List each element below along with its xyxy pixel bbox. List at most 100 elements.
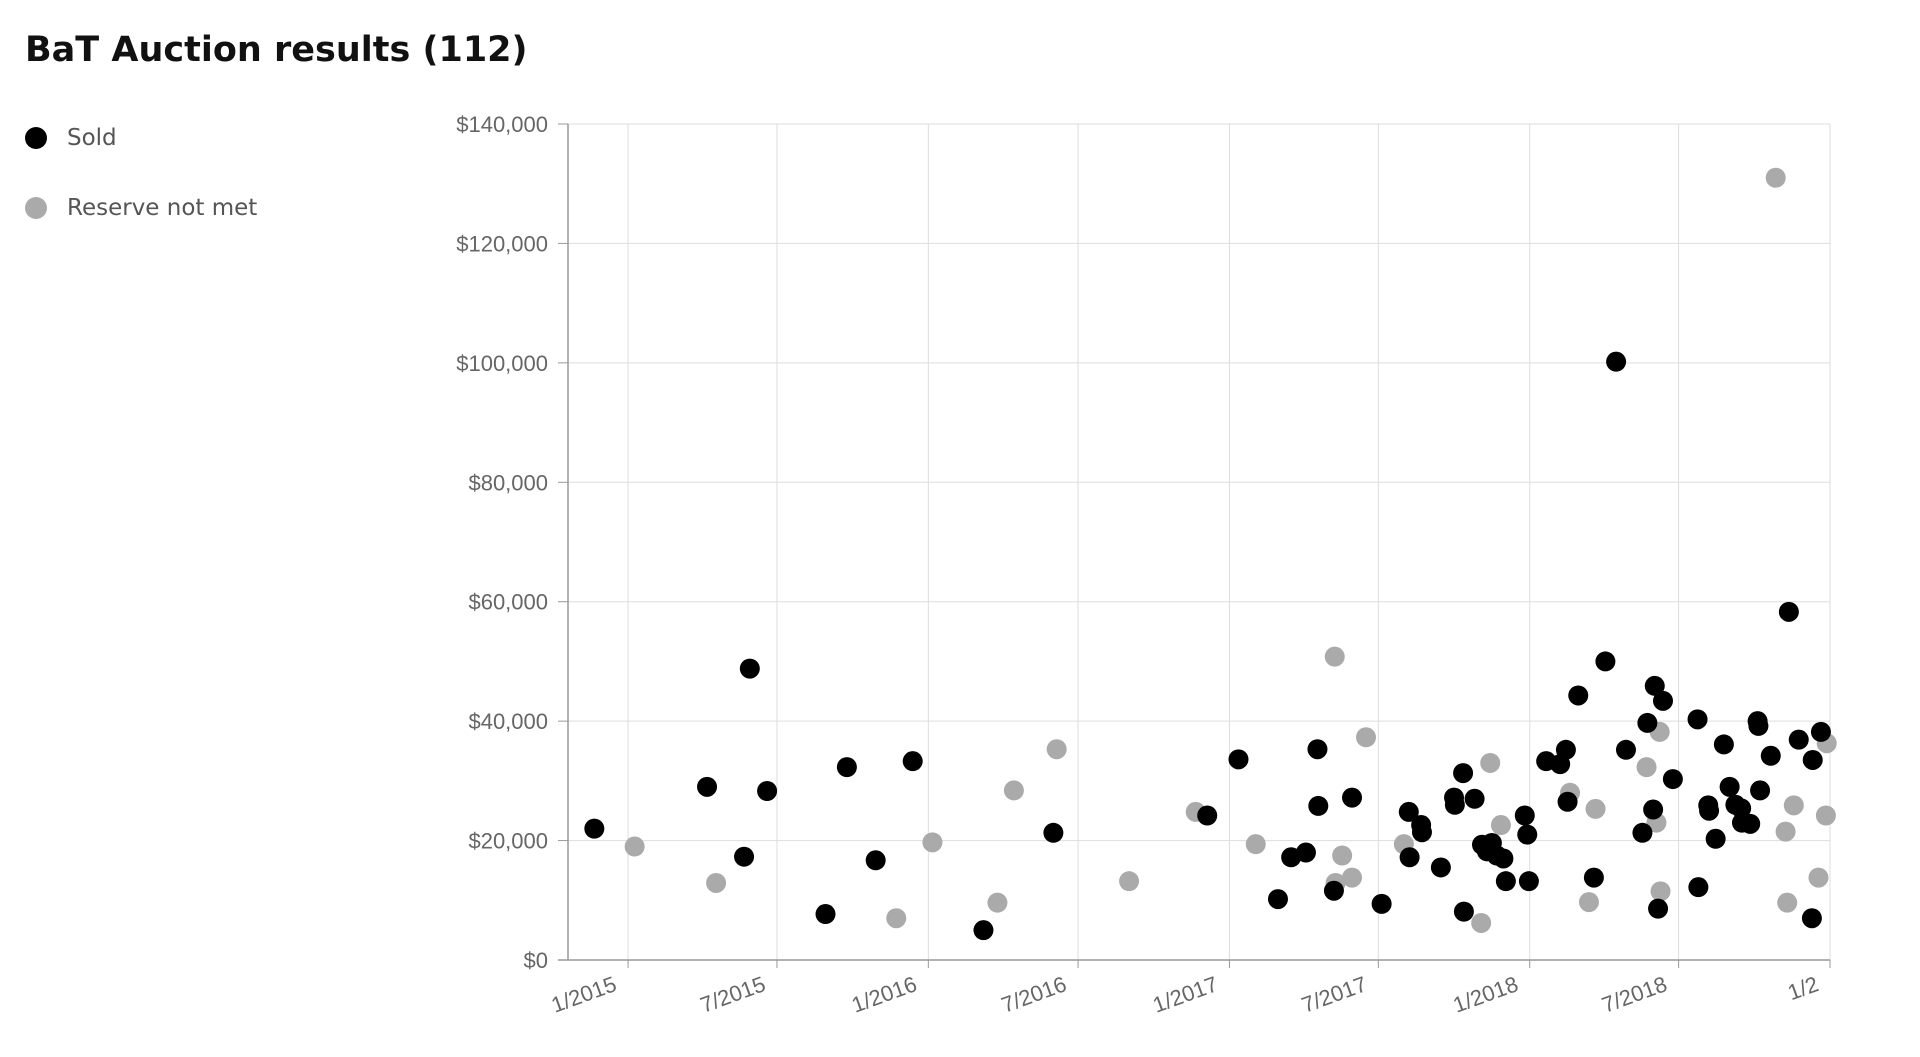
reserve-not-met-point: [1046, 739, 1067, 760]
sold-point: [739, 658, 760, 679]
sold-point: [1583, 867, 1604, 888]
sold-point: [1699, 800, 1720, 821]
reserve-not-met-point: [1324, 646, 1345, 667]
sold-point: [1307, 739, 1328, 760]
sold-point: [1371, 893, 1392, 914]
sold-point: [1308, 795, 1329, 816]
sold-point: [1557, 791, 1578, 812]
reserve-not-met-swatch-icon: [25, 197, 47, 219]
sold-point: [1801, 908, 1822, 929]
x-tick-label: 1/2016: [848, 971, 920, 1018]
sold-point: [1606, 351, 1627, 372]
sold-point: [1632, 822, 1653, 843]
sold-point: [1514, 805, 1535, 826]
sold-point: [1731, 798, 1752, 819]
sold-point: [1662, 769, 1683, 790]
legend-item-sold[interactable]: Sold: [25, 118, 257, 158]
sold-point: [815, 904, 836, 925]
sold-point: [1517, 824, 1538, 845]
sold-point: [1644, 675, 1665, 696]
sold-point: [1493, 848, 1514, 869]
sold-point: [1568, 685, 1589, 706]
y-tick-label: $40,000: [468, 709, 548, 734]
legend-label-reserve-not-met: Reserve not met: [67, 195, 258, 221]
sold-point: [1643, 799, 1664, 820]
sold-point: [1713, 734, 1734, 755]
reserve-not-met-point: [1003, 780, 1024, 801]
reserve-not-met-point: [1636, 757, 1657, 778]
reserve-not-met-point: [1245, 834, 1266, 855]
sold-point: [1748, 715, 1769, 736]
y-tick-label: $0: [524, 948, 548, 973]
y-tick-label: $140,000: [456, 112, 548, 137]
reserve-not-met-point: [886, 908, 907, 929]
y-axis-tick-labels: $0 $20,000 $40,000 $60,000 $80,000 $100,000 $1…: [456, 112, 548, 973]
sold-point: [836, 757, 857, 778]
sold-point: [1802, 749, 1823, 770]
sold-swatch-icon: [25, 127, 47, 149]
sold-point: [1555, 739, 1576, 760]
reserve-not-met-point: [1585, 798, 1606, 819]
sold-point: [1430, 857, 1451, 878]
reserve-not-met-point: [1342, 867, 1363, 888]
sold-point: [1740, 813, 1761, 834]
sold-point: [1444, 794, 1465, 815]
sold-point: [1197, 805, 1218, 826]
reserve-not-met-point: [706, 872, 727, 893]
reserve-not-met-point: [1783, 795, 1804, 816]
sold-point: [1323, 880, 1344, 901]
sold-point: [1615, 739, 1636, 760]
reserve-not-met-point: [1119, 871, 1140, 892]
sold-point: [1778, 601, 1799, 622]
reserve-not-met-point: [1775, 821, 1796, 842]
y-tick-label: $80,000: [468, 470, 548, 495]
x-tick-label: 1/2: [1784, 971, 1821, 1005]
reserve-not-met-point: [1578, 892, 1599, 913]
chart-legend: Sold Reserve not met: [25, 118, 257, 258]
reserve-not-met-point: [1650, 881, 1671, 902]
sold-point: [973, 920, 994, 941]
reserve-not-met-point: [624, 836, 645, 857]
sold-point: [1267, 889, 1288, 910]
y-tick-label: $20,000: [468, 829, 548, 854]
legend-item-reserve-not-met[interactable]: Reserve not met: [25, 188, 257, 228]
x-tick-label: 7/2018: [1599, 971, 1671, 1018]
axes: [558, 123, 1831, 968]
reserve-not-met-point: [1808, 867, 1829, 888]
sold-point: [1648, 898, 1669, 919]
sold-point: [1399, 847, 1420, 868]
sold-point: [1398, 801, 1419, 822]
sold-point: [1495, 871, 1516, 892]
x-axis-tick-labels: 1/2015 7/2015 1/2016 7/2016 1/2017 7/2017 1/20…: [548, 971, 1822, 1018]
reserve-not-met-point: [1815, 805, 1836, 826]
reserve-not-met-point: [1356, 727, 1377, 748]
reserve-not-met-point: [1490, 815, 1511, 836]
reserve-not-met-point: [987, 892, 1008, 913]
sold-point: [1719, 776, 1740, 797]
sold-point: [734, 846, 755, 867]
sold-point: [1295, 842, 1316, 863]
sold-point: [1342, 787, 1363, 808]
sold-point: [1595, 651, 1616, 672]
x-tick-label: 1/2018: [1450, 971, 1522, 1018]
sold-point: [1810, 721, 1831, 742]
sold-point: [865, 850, 886, 871]
x-tick-label: 7/2016: [998, 971, 1070, 1018]
reserve-not-met-point: [1471, 912, 1492, 933]
sold-point: [1760, 745, 1781, 766]
sold-point: [1518, 871, 1539, 892]
x-tick-label: 1/2015: [548, 971, 620, 1018]
legend-label-sold: Sold: [67, 125, 117, 151]
y-tick-label: $120,000: [456, 231, 548, 256]
sold-point: [1705, 828, 1726, 849]
sold-point: [697, 776, 718, 797]
y-tick-label: $60,000: [468, 590, 548, 615]
sold-point: [1750, 780, 1771, 801]
reserve-not-met-point: [922, 832, 943, 853]
sold-point: [1652, 690, 1673, 711]
sold-point: [1411, 822, 1432, 843]
sold-point: [1788, 729, 1809, 750]
reserve-not-met-point: [1332, 845, 1353, 866]
sold-point: [1464, 788, 1485, 809]
